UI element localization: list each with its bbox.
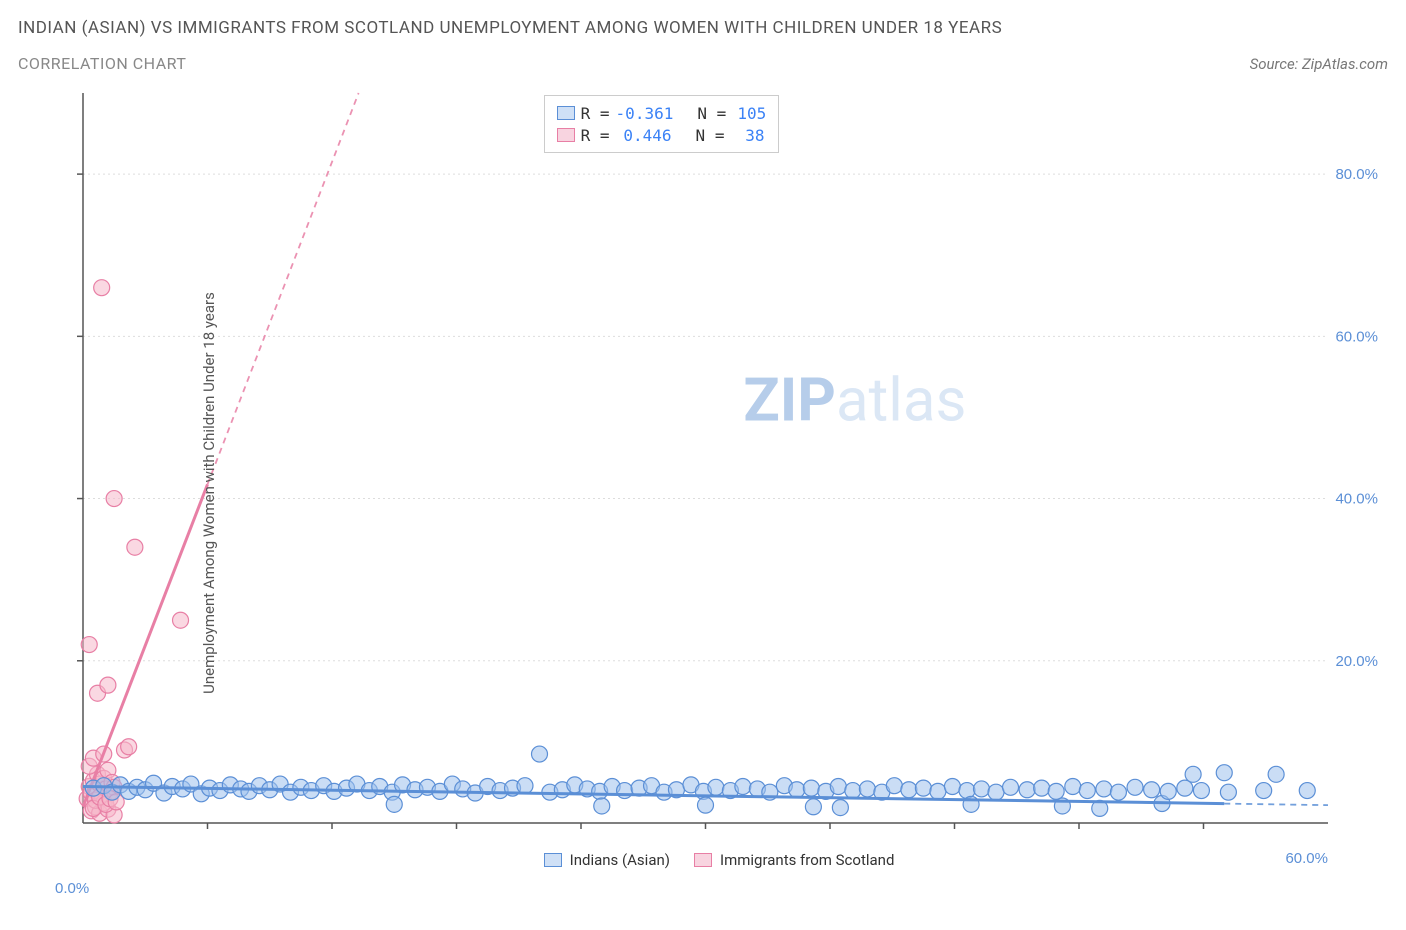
legend-swatch — [694, 853, 712, 867]
correlation-stats-box: R = -0.361 N = 105 R = 0.446 N = 38 — [544, 95, 780, 153]
chart-header: Indian (Asian) vs Immigrants from Scotla… — [18, 18, 1388, 73]
chart-canvas: 20.0% 40.0% 60.0% 80.0% 60.0% 0.0% — [18, 83, 1388, 903]
y-axis-label: Unemployment Among Women with Children U… — [200, 292, 218, 694]
chart-source: Source: ZipAtlas.com — [1250, 55, 1388, 73]
legend-label: Immigrants from Scotland — [720, 851, 894, 869]
svg-text:60.0%: 60.0% — [1285, 850, 1328, 867]
svg-text:0.0%: 0.0% — [55, 880, 89, 897]
stat-r-label: R = — [581, 104, 610, 123]
stat-n-value: 38 — [730, 126, 764, 145]
correlation-chart: Unemployment Among Women with Children U… — [18, 83, 1388, 903]
stat-n-label: N = — [697, 104, 726, 123]
chart-subtitle: Correlation Chart — [18, 54, 1002, 73]
chart-title: Indian (Asian) vs Immigrants from Scotla… — [18, 18, 1002, 38]
legend-item: Immigrants from Scotland — [694, 851, 894, 869]
svg-text:20.0%: 20.0% — [1335, 653, 1378, 670]
stat-r-value: -0.361 — [616, 104, 674, 123]
svg-text:60.0%: 60.0% — [1335, 328, 1378, 345]
stat-swatch — [557, 106, 575, 120]
stat-n-label: N = — [696, 126, 725, 145]
stat-row: R = -0.361 N = 105 — [557, 102, 767, 124]
legend-item: Indians (Asian) — [544, 851, 670, 869]
series-legend: Indians (Asian) Immigrants from Scotland — [544, 851, 895, 869]
svg-text:80.0%: 80.0% — [1335, 166, 1378, 183]
chart-titles: Indian (Asian) vs Immigrants from Scotla… — [18, 18, 1002, 73]
stat-n-value: 105 — [732, 104, 766, 123]
legend-label: Indians (Asian) — [570, 851, 670, 869]
svg-text:40.0%: 40.0% — [1335, 491, 1378, 508]
legend-swatch — [544, 853, 562, 867]
stat-r-label: R = — [581, 126, 610, 145]
stat-row: R = 0.446 N = 38 — [557, 124, 767, 146]
stat-swatch — [557, 128, 575, 142]
stat-r-value: 0.446 — [616, 126, 672, 145]
